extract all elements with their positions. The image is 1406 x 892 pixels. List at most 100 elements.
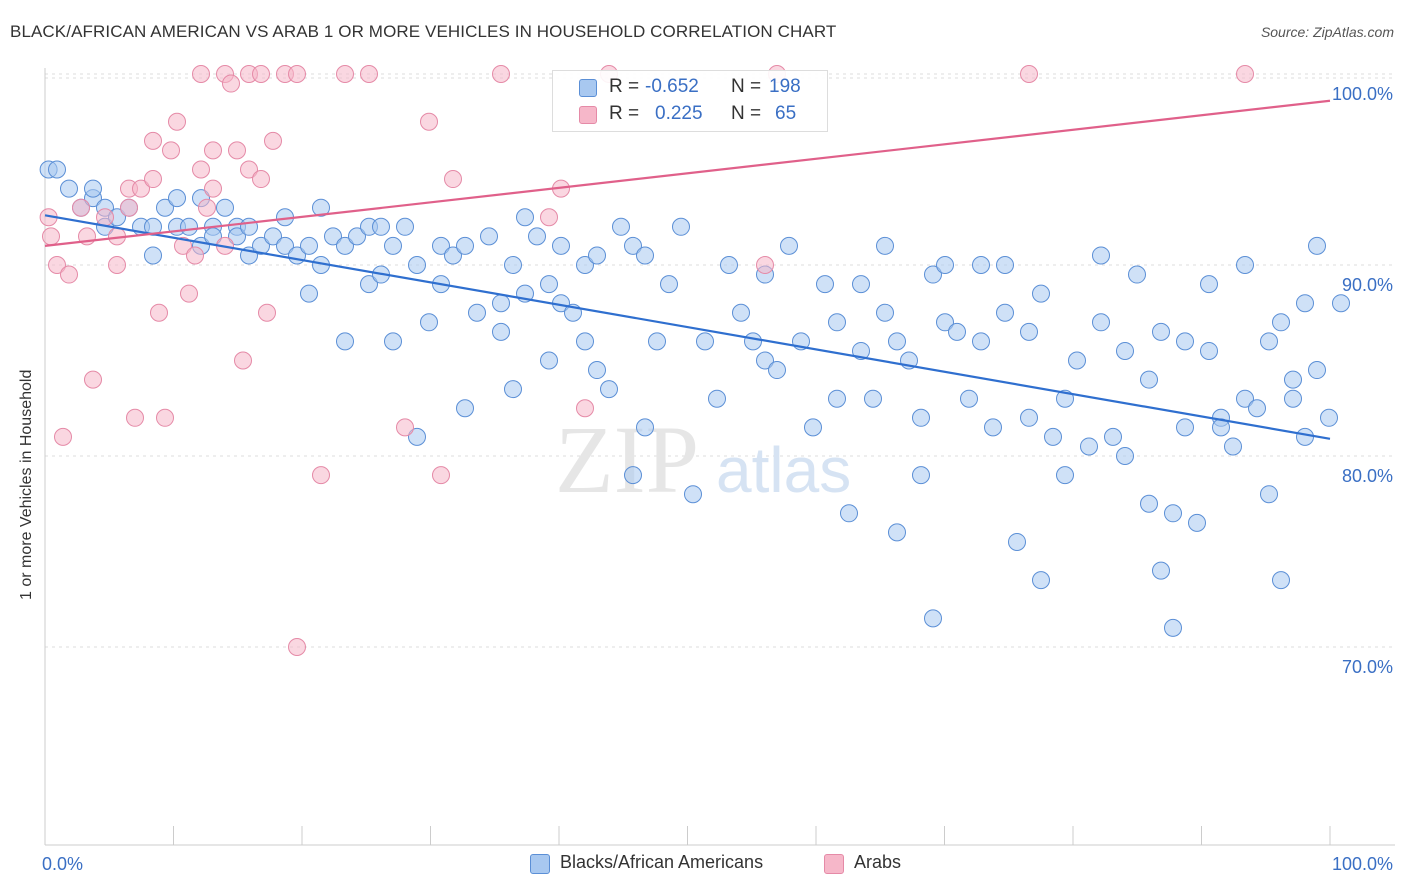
point-blacks (1032, 571, 1050, 590)
point-arabs (186, 246, 204, 265)
point-arabs (54, 427, 72, 446)
point-arabs (336, 65, 354, 83)
point-blacks (972, 256, 990, 274)
point-arabs (492, 65, 510, 83)
point-arabs (234, 351, 252, 370)
legend-n-value: 198 (769, 76, 801, 97)
point-arabs (1020, 65, 1038, 83)
stats-legend: R = -0.652 N = 198 R = 0.225 N = 65 (552, 70, 828, 132)
point-blacks (432, 236, 450, 255)
point-blacks (336, 332, 354, 351)
point-blacks (456, 236, 474, 255)
chart-title: BLACK/AFRICAN AMERICAN VS ARAB 1 OR MORE… (10, 22, 837, 41)
point-arabs (108, 256, 126, 274)
point-blacks (588, 361, 606, 380)
point-arabs (288, 65, 306, 83)
point-arabs (1236, 65, 1254, 83)
point-blacks (228, 227, 246, 246)
point-blacks (1296, 294, 1314, 313)
y-tick-label: 80.0% (1342, 466, 1393, 486)
point-arabs (312, 466, 330, 485)
source-credit: Source: ZipAtlas.com (1260, 24, 1394, 40)
point-blacks (348, 227, 366, 246)
legend-label: Arabs (854, 852, 902, 872)
point-blacks (1056, 466, 1074, 485)
point-arabs (756, 256, 774, 274)
point-blacks (876, 303, 894, 322)
point-blacks (1176, 418, 1194, 437)
point-blacks (708, 389, 726, 408)
point-blacks (252, 236, 270, 255)
trend-line-blacks (44, 214, 1331, 440)
point-arabs (144, 170, 162, 189)
point-blacks (1092, 313, 1110, 332)
point-blacks (1224, 437, 1242, 456)
point-blacks (912, 408, 930, 427)
series-blacks-points (39, 160, 1350, 637)
point-blacks (888, 523, 906, 542)
point-blacks (852, 341, 870, 360)
point-blacks (1140, 494, 1158, 513)
point-blacks (648, 332, 666, 351)
point-arabs (168, 112, 186, 131)
point-blacks (1164, 504, 1182, 523)
trend-line-arabs (44, 99, 1331, 247)
legend-row-blacks: R = -0.652 N = 198 (553, 76, 827, 100)
point-arabs (240, 160, 258, 179)
point-blacks (936, 313, 954, 332)
trend-lines (44, 99, 1331, 440)
point-blacks (1020, 408, 1038, 427)
point-blacks (1308, 236, 1326, 255)
legend-swatch-pink (579, 106, 597, 124)
point-blacks (492, 294, 510, 313)
point-blacks (1332, 294, 1350, 313)
legend-swatch-blue (530, 854, 550, 874)
point-blacks (1236, 256, 1254, 274)
legend-r-value: -0.652 (645, 76, 699, 97)
legend-label: Blacks/African Americans (560, 852, 764, 872)
point-blacks (1296, 427, 1314, 446)
point-blacks (984, 418, 1002, 437)
tick-labels: 70.0% 80.0% 90.0% 100.0% 0.0% 100.0% (42, 84, 1393, 874)
point-blacks (768, 361, 786, 380)
point-blacks (1128, 265, 1146, 284)
point-blacks (996, 256, 1014, 274)
point-blacks (828, 313, 846, 332)
point-blacks (816, 275, 834, 294)
point-blacks (660, 275, 678, 294)
point-blacks (828, 389, 846, 408)
point-blacks (48, 160, 66, 179)
y-axis-label: 1 or more Vehicles in Household (18, 369, 35, 600)
legend-row-arabs: R = 0.225 N = 65 (553, 103, 827, 127)
point-arabs (126, 408, 144, 427)
point-arabs (360, 65, 378, 83)
point-arabs (96, 208, 114, 227)
point-blacks (408, 427, 426, 446)
x-tick-label: 0.0% (42, 854, 83, 874)
point-blacks (384, 332, 402, 351)
y-tick-label: 70.0% (1342, 657, 1393, 677)
point-blacks (600, 380, 618, 399)
point-arabs (540, 208, 558, 227)
point-blacks (1104, 427, 1122, 446)
point-blacks (144, 246, 162, 265)
point-arabs (576, 399, 594, 418)
point-blacks (1140, 370, 1158, 389)
legend-r-value: 0.225 (655, 103, 703, 124)
point-blacks (552, 236, 570, 255)
point-blacks (360, 275, 378, 294)
x-tick-label: 100.0% (1332, 854, 1393, 874)
legend-r-key: R = (609, 76, 640, 97)
point-blacks (216, 198, 234, 217)
point-blacks (672, 217, 690, 236)
point-blacks (852, 275, 870, 294)
point-blacks (864, 389, 882, 408)
point-blacks (468, 303, 486, 322)
legend-r-key: R = (609, 103, 640, 124)
point-blacks (1260, 332, 1278, 351)
point-arabs (204, 141, 222, 160)
point-blacks (312, 198, 330, 217)
point-arabs (174, 236, 192, 255)
point-arabs (264, 131, 282, 150)
point-blacks (840, 504, 858, 523)
